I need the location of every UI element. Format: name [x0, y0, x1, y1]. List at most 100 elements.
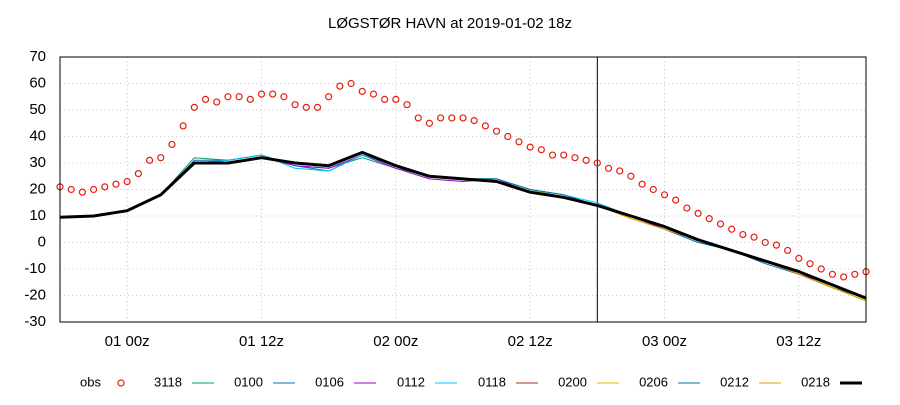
obs-point: [358, 87, 366, 96]
obs-point: [112, 180, 120, 188]
y-tick-label: 0: [38, 233, 46, 250]
legend-label: 0212: [720, 374, 749, 389]
y-tick-label: -20: [24, 286, 46, 303]
x-tick-label: 02 00z: [373, 333, 418, 350]
obs-point: [593, 159, 601, 167]
obs-point: [683, 204, 691, 212]
legend-symbol: [117, 379, 125, 387]
obs-point: [201, 95, 210, 104]
obs-point: [784, 246, 792, 255]
obs-point: [728, 225, 736, 233]
obs-point: [515, 138, 523, 146]
obs-point: [504, 132, 512, 141]
obs-point: [716, 220, 725, 228]
obs-point: [437, 114, 445, 122]
obs-point: [302, 103, 310, 111]
obs-point: [772, 241, 781, 249]
obs-point: [179, 122, 187, 130]
obs-point: [213, 98, 221, 106]
x-tick-label: 03 00z: [642, 333, 687, 350]
obs-point: [190, 103, 198, 111]
obs-point: [347, 79, 355, 88]
y-tick-label: 70: [29, 48, 46, 65]
obs-point: [246, 95, 254, 104]
y-tick-label: -30: [24, 313, 46, 330]
legend-label: 0100: [234, 374, 263, 389]
obs-point: [168, 140, 176, 149]
series-line: [59, 150, 867, 300]
obs-point: [795, 254, 803, 262]
obs-point: [67, 185, 75, 194]
obs-point: [145, 156, 154, 164]
obs-point: [750, 233, 758, 241]
obs-point: [537, 146, 545, 154]
obs-point: [101, 183, 109, 191]
x-tick-label: 02 12z: [508, 333, 553, 350]
obs-point: [627, 172, 635, 180]
obs-point: [381, 95, 389, 104]
legend-label: 0112: [397, 374, 425, 389]
obs-point: [89, 185, 98, 194]
obs-point: [336, 82, 344, 90]
obs-point: [660, 191, 669, 199]
obs-point: [280, 93, 288, 101]
legend-label: 0200: [558, 374, 587, 389]
x-tick-label: 01 00z: [105, 333, 150, 350]
obs-point: [694, 209, 702, 217]
obs-point: [526, 143, 534, 151]
obs-point: [828, 270, 837, 278]
obs-point: [560, 151, 568, 159]
obs-point: [459, 114, 467, 122]
obs-point: [134, 170, 142, 178]
obs-point: [705, 215, 713, 223]
obs-point: [369, 90, 378, 98]
obs-point: [470, 116, 478, 125]
obs-point: [571, 154, 579, 162]
obs-point: [403, 101, 411, 109]
x-tick-label: 01 12z: [239, 333, 284, 350]
x-tick-label: 03 12z: [776, 333, 821, 350]
obs-point: [425, 119, 434, 127]
y-tick-label: 10: [29, 207, 46, 224]
obs-point: [672, 196, 680, 204]
obs-point: [806, 260, 814, 268]
obs-point: [392, 95, 400, 104]
obs-point: [414, 114, 422, 122]
obs-point: [224, 93, 232, 101]
y-tick-label: 60: [29, 74, 46, 91]
obs-point: [604, 164, 613, 172]
obs-point: [313, 103, 322, 111]
obs-point: [616, 167, 624, 175]
obs-point: [761, 238, 769, 247]
legend-label: 0106: [315, 374, 344, 389]
obs-point: [78, 188, 86, 196]
y-tick-label: -10: [24, 260, 46, 277]
obs-point: [840, 273, 848, 281]
legend-label: 3118: [154, 374, 182, 389]
obs-point: [817, 265, 825, 273]
obs-point: [548, 151, 557, 159]
obs-point: [157, 154, 165, 162]
obs-point: [257, 90, 266, 98]
obs-point: [235, 93, 243, 101]
obs-point: [649, 185, 657, 194]
legend-label: obs: [80, 374, 101, 389]
y-tick-label: 30: [29, 154, 46, 171]
obs-point: [291, 101, 299, 109]
obs-point: [448, 114, 456, 122]
y-tick-label: 40: [29, 127, 46, 144]
obs-point: [582, 156, 590, 164]
obs-point: [269, 90, 277, 98]
chart-title: LØGSTØR HAVN at 2019-01-02 18z: [328, 15, 572, 32]
legend-label: 0206: [639, 374, 668, 389]
y-tick-label: 50: [29, 101, 46, 118]
legend-label: 0218: [801, 374, 830, 389]
plot-border: [59, 56, 867, 323]
obs-point: [123, 177, 131, 186]
obs-point: [325, 93, 333, 101]
y-tick-label: 20: [29, 180, 46, 197]
obs-point: [481, 122, 489, 130]
obs-point: [492, 127, 501, 135]
obs-point: [638, 180, 646, 188]
